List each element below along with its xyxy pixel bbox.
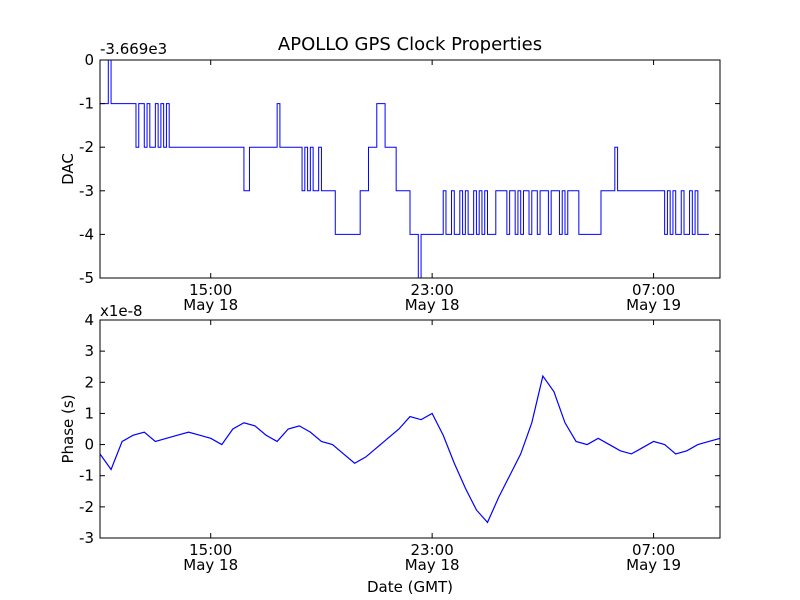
dac-series-line (100, 60, 709, 278)
dac-ytick-label: 0 (84, 51, 94, 69)
phase-ytick-label: -1 (79, 467, 94, 485)
dac-ytick-label: -3 (79, 182, 94, 200)
dac-axes-frame (99, 59, 721, 279)
dac-ylabel: DAC (59, 153, 77, 185)
dac-xtick-label-time: 15:00 (189, 281, 232, 299)
phase-ytick-label: 1 (84, 404, 94, 422)
dac-xtick-label-date: May 19 (626, 296, 681, 314)
dac-ytick-label: -2 (79, 138, 94, 156)
phase-xtick-label-time: 23:00 (411, 541, 454, 559)
phase-ytick-label: -3 (79, 529, 94, 547)
phase-axes-frame (99, 319, 721, 539)
dac-ytick-label: -1 (79, 95, 94, 113)
phase-ytick-label: 2 (84, 373, 94, 391)
dac-xtick-label-date: May 18 (405, 296, 460, 314)
phase-xtick-label-date: May 18 (405, 556, 460, 574)
phase-xtick-label-date: May 19 (626, 556, 681, 574)
phase-ytick-label: 3 (84, 342, 94, 360)
phase-xtick-label-date: May 18 (183, 556, 238, 574)
chart-title: APOLLO GPS Clock Properties (278, 34, 542, 55)
phase-ytick-label: 0 (84, 436, 94, 454)
dac-ytick-label: -5 (79, 269, 94, 287)
dac-xtick-label-time: 23:00 (411, 281, 454, 299)
dac-xtick-label-time: 07:00 (632, 281, 675, 299)
phase-offset-label: x1e-8 (100, 302, 143, 320)
phase-xtick-label-time: 15:00 (189, 541, 232, 559)
phase-xtick-label-time: 07:00 (632, 541, 675, 559)
dac-xtick-label-date: May 18 (183, 296, 238, 314)
dac-ytick-label: -4 (79, 225, 94, 243)
phase-series-line (100, 374, 720, 524)
phase-xlabel: Date (GMT) (367, 578, 453, 596)
phase-ytick-label: -2 (79, 498, 94, 516)
dac-offset-label: -3.669e3 (100, 40, 167, 58)
phase-ytick-label: 4 (84, 311, 94, 329)
phase-ylabel: Phase (s) (59, 394, 77, 463)
